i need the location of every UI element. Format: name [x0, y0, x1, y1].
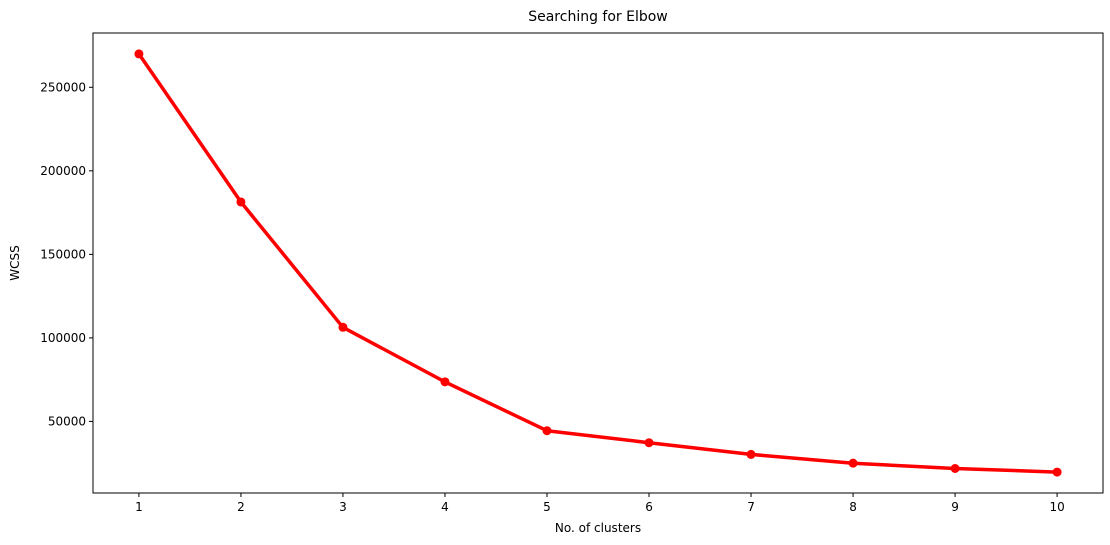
y-tick-label: 50000 — [48, 414, 86, 428]
x-tick-label: 4 — [441, 500, 449, 514]
y-tick-label: 250000 — [40, 80, 86, 94]
series-layer — [134, 49, 1062, 477]
x-tick-label: 7 — [747, 500, 755, 514]
data-point — [1052, 467, 1062, 477]
x-tick-label: 3 — [339, 500, 347, 514]
data-point — [746, 449, 756, 459]
x-tick-label: 6 — [645, 500, 653, 514]
data-point — [950, 464, 960, 474]
y-tick-label: 100000 — [40, 331, 86, 345]
x-axis: 1 2 3 4 5 6 7 8 9 10 — [135, 493, 1065, 514]
series-line — [137, 52, 1059, 474]
x-tick-label: 10 — [1049, 500, 1064, 514]
x-tick-label: 9 — [951, 500, 959, 514]
x-tick-label: 1 — [135, 500, 143, 514]
data-point — [542, 426, 552, 436]
data-point — [440, 377, 450, 387]
data-point — [236, 197, 246, 207]
data-point — [134, 49, 144, 59]
y-axis-label: WCSS — [8, 245, 22, 280]
x-tick-label: 5 — [543, 500, 551, 514]
x-axis-label: No. of clusters — [555, 521, 641, 535]
data-point — [338, 322, 348, 332]
y-tick-label: 200000 — [40, 164, 86, 178]
data-point — [644, 438, 654, 448]
x-tick-label: 2 — [237, 500, 245, 514]
plot-frame — [92, 32, 1104, 494]
y-axis: 50000 100000 150000 200000 250000 — [40, 80, 93, 428]
data-point — [848, 458, 858, 468]
y-tick-label: 150000 — [40, 247, 86, 261]
x-tick-label: 8 — [849, 500, 857, 514]
plot-area — [93, 33, 1103, 493]
chart-title: Searching for Elbow — [528, 9, 668, 25]
